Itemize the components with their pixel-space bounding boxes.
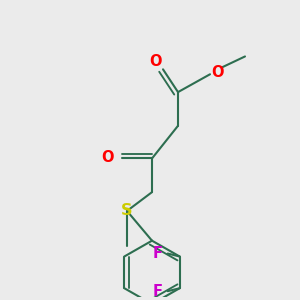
Text: S: S bbox=[121, 203, 133, 218]
Text: O: O bbox=[212, 65, 224, 80]
Text: O: O bbox=[150, 54, 162, 69]
Text: O: O bbox=[102, 150, 114, 165]
Text: F: F bbox=[153, 284, 163, 299]
Text: F: F bbox=[153, 246, 163, 261]
